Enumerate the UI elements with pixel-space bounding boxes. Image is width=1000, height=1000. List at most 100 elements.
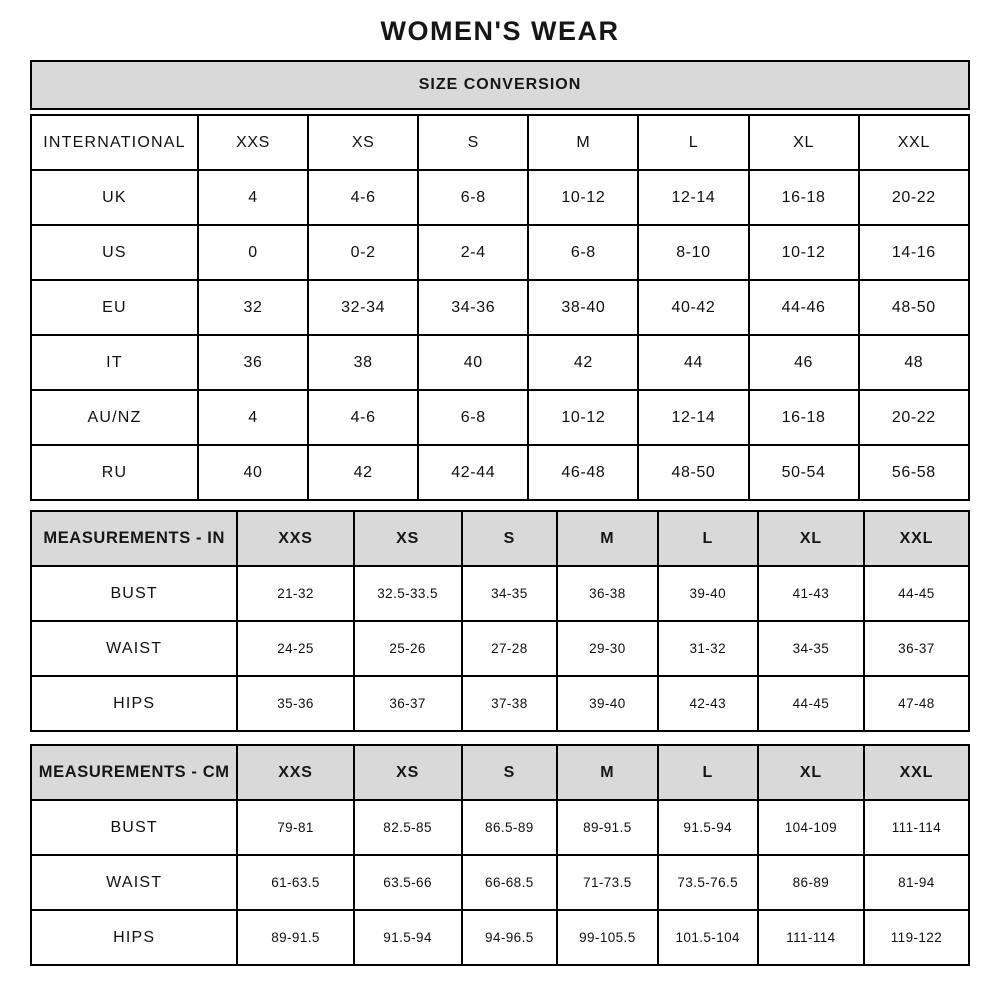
size-guide-page: WOMEN'S WEAR SIZE CONVERSION INTERNATION… bbox=[29, 0, 971, 966]
size-value-cell: 40 bbox=[196, 444, 310, 501]
column-header-m: M bbox=[556, 744, 659, 801]
size-value-cell: 20-22 bbox=[857, 169, 971, 226]
size-conversion-column-header-row: INTERNATIONAL XXS XS S M L XL XXL bbox=[30, 114, 971, 171]
measurement-value-cell: 79-81 bbox=[236, 799, 355, 856]
column-header-international: INTERNATIONAL bbox=[30, 114, 199, 171]
row-label-it: IT bbox=[30, 334, 199, 391]
size-value-cell: 4-6 bbox=[307, 389, 420, 446]
size-value-cell: 44 bbox=[637, 334, 750, 391]
row-label-waist: WAIST bbox=[29, 620, 239, 677]
column-header-s: S bbox=[417, 114, 530, 171]
row-label-aunz: AU/NZ bbox=[30, 389, 199, 446]
row-label-bust: BUST bbox=[29, 799, 239, 856]
column-header-xl: XL bbox=[747, 114, 860, 171]
measurement-value-cell: 99-105.5 bbox=[556, 909, 659, 966]
measurement-value-cell: 25-26 bbox=[352, 620, 463, 677]
size-value-cell: 10-12 bbox=[527, 169, 640, 226]
row-label-eu: EU bbox=[30, 279, 199, 336]
size-value-cell: 48-50 bbox=[857, 279, 971, 336]
size-value-cell: 2-4 bbox=[417, 224, 530, 281]
table-row-bust-in: BUST 21-32 32.5-33.5 34-35 36-38 39-40 4… bbox=[29, 565, 971, 622]
measurements-in-section: MEASUREMENTS - IN XXS XS S M L XL XXL BU… bbox=[29, 510, 971, 732]
size-value-cell: 4 bbox=[196, 169, 310, 226]
size-value-cell: 14-16 bbox=[857, 224, 971, 281]
size-value-cell: 48 bbox=[857, 334, 971, 391]
measurements-cm-header-row: MEASUREMENTS - CM XXS XS S M L XL XXL bbox=[29, 744, 971, 801]
size-value-cell: 0-2 bbox=[307, 224, 420, 281]
column-header-l: L bbox=[637, 114, 750, 171]
measurements-in-title: MEASUREMENTS - IN bbox=[29, 510, 239, 567]
column-header-xl: XL bbox=[756, 744, 865, 801]
column-header-l: L bbox=[656, 744, 759, 801]
table-row-aunz: AU/NZ 4 4-6 6-8 10-12 12-14 16-18 20-22 bbox=[30, 389, 971, 446]
measurement-value-cell: 44-45 bbox=[862, 565, 971, 622]
measurement-value-cell: 34-35 bbox=[756, 620, 865, 677]
measurement-value-cell: 104-109 bbox=[756, 799, 865, 856]
measurement-value-cell: 24-25 bbox=[236, 620, 355, 677]
table-row-bust-cm: BUST 79-81 82.5-85 86.5-89 89-91.5 91.5-… bbox=[29, 799, 971, 856]
measurement-value-cell: 91.5-94 bbox=[352, 909, 463, 966]
measurement-value-cell: 82.5-85 bbox=[352, 799, 463, 856]
measurement-value-cell: 39-40 bbox=[656, 565, 759, 622]
size-value-cell: 48-50 bbox=[637, 444, 750, 501]
measurement-value-cell: 39-40 bbox=[556, 675, 659, 732]
measurement-value-cell: 81-94 bbox=[862, 854, 971, 911]
table-row-waist-cm: WAIST 61-63.5 63.5-66 66-68.5 71-73.5 73… bbox=[29, 854, 971, 911]
measurement-value-cell: 21-32 bbox=[236, 565, 355, 622]
measurement-value-cell: 73.5-76.5 bbox=[656, 854, 759, 911]
column-header-l: L bbox=[656, 510, 759, 567]
measurement-value-cell: 101.5-104 bbox=[656, 909, 759, 966]
size-value-cell: 10-12 bbox=[527, 389, 640, 446]
size-value-cell: 46-48 bbox=[527, 444, 640, 501]
measurements-cm-title: MEASUREMENTS - CM bbox=[29, 744, 239, 801]
column-header-xl: XL bbox=[756, 510, 865, 567]
size-value-cell: 8-10 bbox=[637, 224, 750, 281]
size-conversion-section: SIZE CONVERSION INTERNATIONAL XXS XS S M… bbox=[30, 60, 971, 501]
size-value-cell: 4-6 bbox=[307, 169, 420, 226]
row-label-bust: BUST bbox=[29, 565, 239, 622]
size-value-cell: 6-8 bbox=[417, 389, 530, 446]
table-row-uk: UK 4 4-6 6-8 10-12 12-14 16-18 20-22 bbox=[30, 169, 971, 226]
measurement-value-cell: 61-63.5 bbox=[236, 854, 355, 911]
measurement-value-cell: 44-45 bbox=[756, 675, 865, 732]
measurement-value-cell: 27-28 bbox=[460, 620, 559, 677]
row-label-hips: HIPS bbox=[29, 909, 239, 966]
column-header-m: M bbox=[527, 114, 640, 171]
measurement-value-cell: 36-38 bbox=[556, 565, 659, 622]
measurement-value-cell: 66-68.5 bbox=[460, 854, 559, 911]
size-value-cell: 12-14 bbox=[637, 169, 750, 226]
size-value-cell: 36 bbox=[196, 334, 310, 391]
measurement-value-cell: 89-91.5 bbox=[556, 799, 659, 856]
column-header-xxs: XXS bbox=[236, 510, 355, 567]
size-value-cell: 20-22 bbox=[857, 389, 971, 446]
measurement-value-cell: 35-36 bbox=[236, 675, 355, 732]
column-header-xxs: XXS bbox=[236, 744, 355, 801]
measurement-value-cell: 41-43 bbox=[756, 565, 865, 622]
size-value-cell: 0 bbox=[196, 224, 310, 281]
measurement-value-cell: 94-96.5 bbox=[460, 909, 559, 966]
measurements-cm-table: MEASUREMENTS - CM XXS XS S M L XL XXL BU… bbox=[29, 744, 971, 966]
measurement-value-cell: 36-37 bbox=[352, 675, 463, 732]
column-header-xs: XS bbox=[352, 744, 463, 801]
size-conversion-header-band: SIZE CONVERSION bbox=[30, 60, 970, 110]
size-value-cell: 34-36 bbox=[417, 279, 530, 336]
column-header-xs: XS bbox=[352, 510, 463, 567]
size-value-cell: 42 bbox=[527, 334, 640, 391]
row-label-uk: UK bbox=[30, 169, 199, 226]
table-row-us: US 0 0-2 2-4 6-8 8-10 10-12 14-16 bbox=[30, 224, 971, 281]
measurement-value-cell: 29-30 bbox=[556, 620, 659, 677]
measurement-value-cell: 71-73.5 bbox=[556, 854, 659, 911]
measurement-value-cell: 63.5-66 bbox=[352, 854, 463, 911]
column-header-xxl: XXL bbox=[862, 510, 971, 567]
column-header-xxl: XXL bbox=[857, 114, 971, 171]
measurement-value-cell: 42-43 bbox=[656, 675, 759, 732]
page-title: WOMEN'S WEAR bbox=[380, 16, 620, 46]
measurement-value-cell: 111-114 bbox=[862, 799, 971, 856]
row-label-hips: HIPS bbox=[29, 675, 239, 732]
table-row-eu: EU 32 32-34 34-36 38-40 40-42 44-46 48-5… bbox=[30, 279, 971, 336]
column-header-s: S bbox=[460, 510, 559, 567]
measurement-value-cell: 111-114 bbox=[756, 909, 865, 966]
measurement-value-cell: 37-38 bbox=[460, 675, 559, 732]
measurement-value-cell: 47-48 bbox=[862, 675, 971, 732]
measurement-value-cell: 34-35 bbox=[460, 565, 559, 622]
